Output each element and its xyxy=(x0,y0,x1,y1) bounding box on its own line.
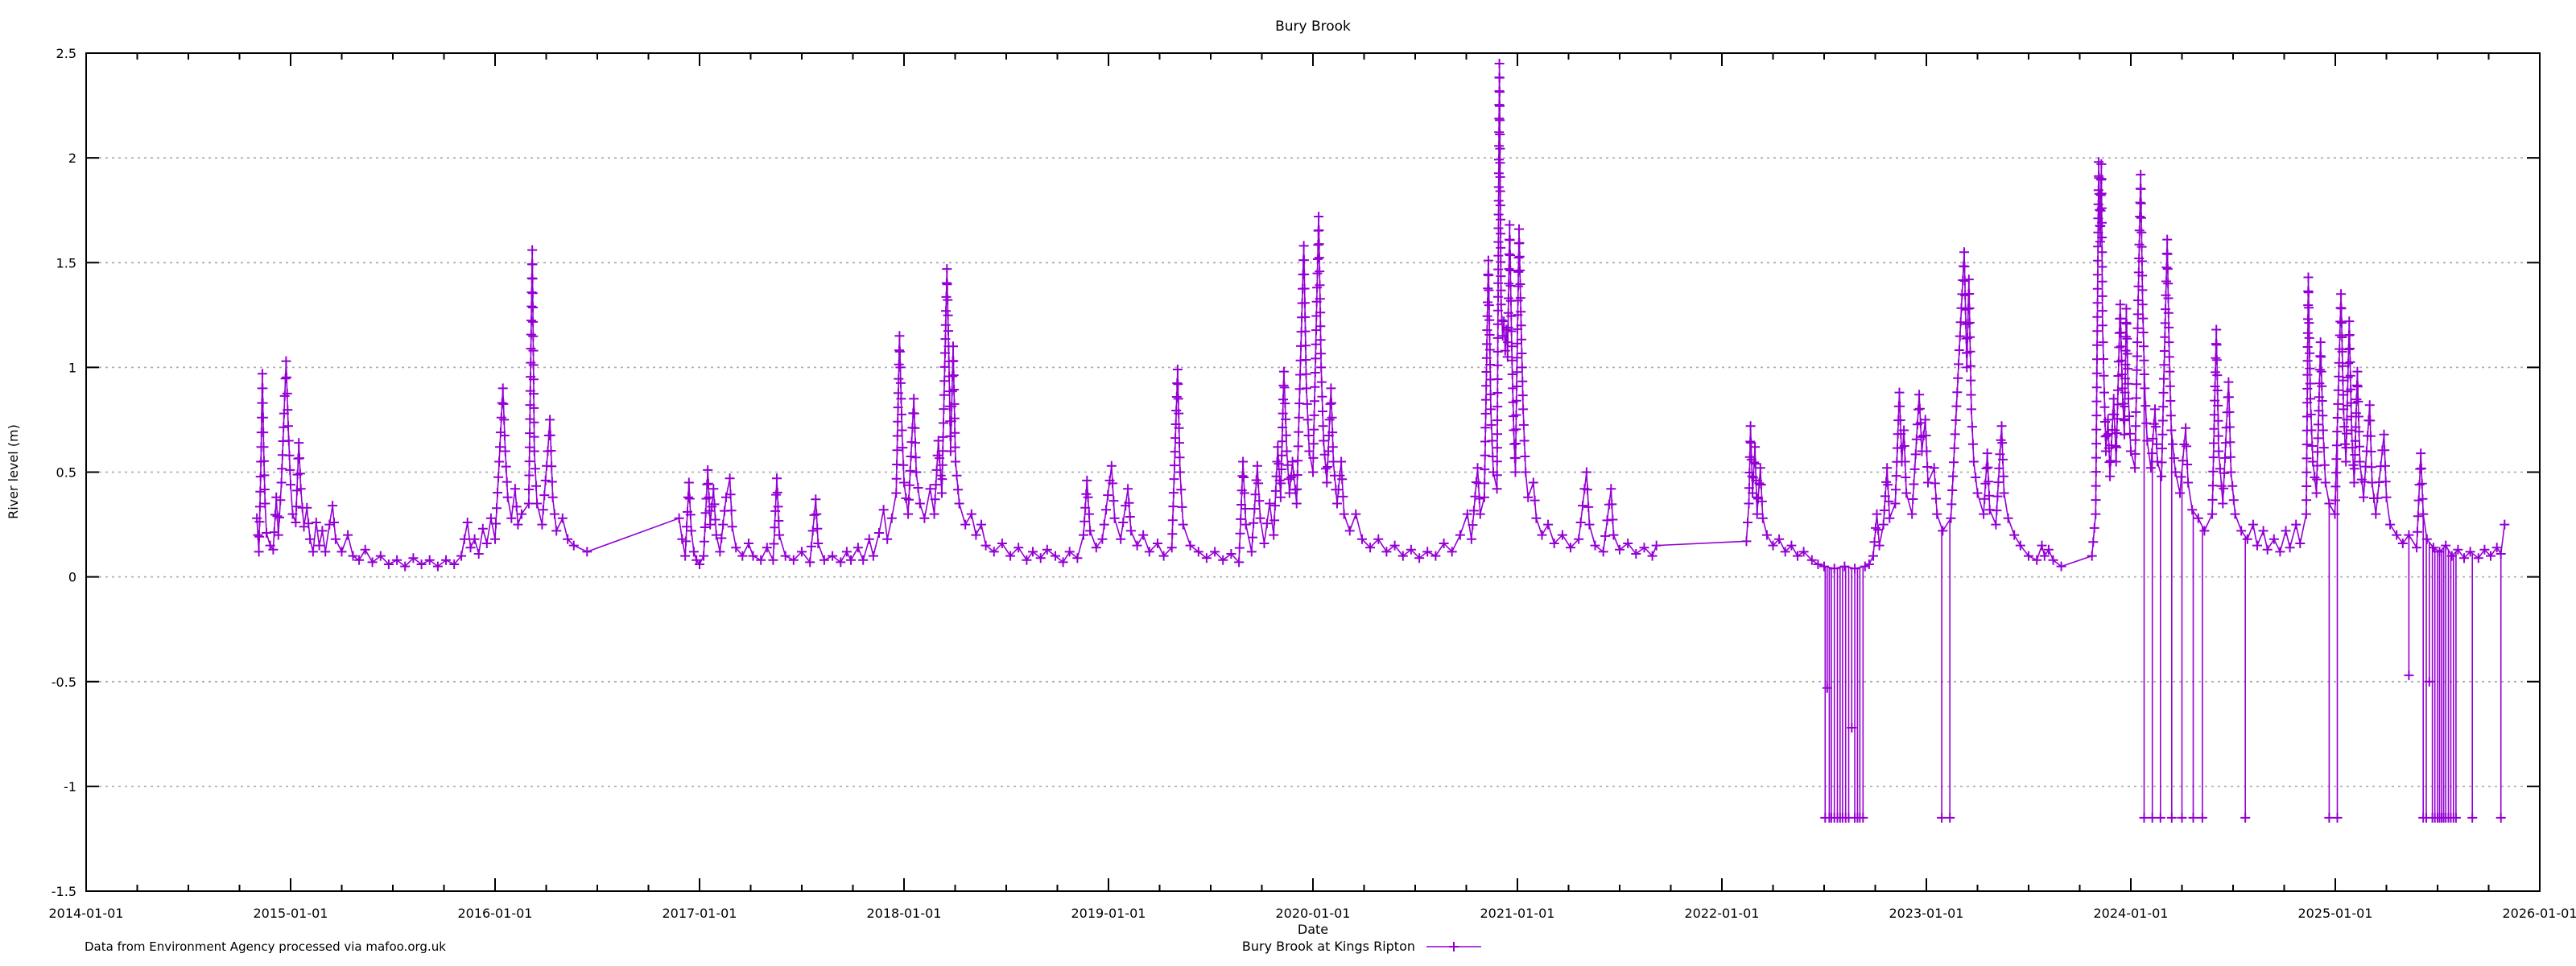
y-tick-label: 0.5 xyxy=(56,465,76,481)
data-series xyxy=(252,59,2510,574)
axis-ticks xyxy=(85,52,2541,892)
x-tick-label: 2020-01-01 xyxy=(1276,906,1351,921)
x-tick-label: 2019-01-01 xyxy=(1071,906,1146,921)
x-tick-label: 2025-01-01 xyxy=(2298,906,2373,921)
x-tick-label: 2024-01-01 xyxy=(2094,906,2169,921)
x-tick-label: 2021-01-01 xyxy=(1480,906,1555,921)
x-tick-label: 2022-01-01 xyxy=(1685,906,1760,921)
y-tick-label: -1.5 xyxy=(52,884,76,899)
y-tick-label: 2.5 xyxy=(56,46,76,61)
sensor-dropout-lines xyxy=(1820,363,2506,823)
x-tick-label: 2023-01-01 xyxy=(1889,906,1964,921)
x-tick-label: 2015-01-01 xyxy=(254,906,328,921)
series-line xyxy=(256,63,2506,570)
y-tick-labels: -1.5 -1 -0.5 0 0.5 1 1.5 2 2.5 xyxy=(52,46,76,899)
x-tick-label: 2014-01-01 xyxy=(49,906,124,921)
y-tick-label: -1 xyxy=(64,779,76,795)
x-axis-label: Date xyxy=(1298,922,1328,937)
x-tick-labels: 2014-01-01 2015-01-01 2016-01-01 2017-01-01… xyxy=(49,906,2576,921)
series-plus-markers xyxy=(252,59,2510,574)
y-tick-label: 0 xyxy=(68,570,76,585)
y-axis-label: River level (m) xyxy=(6,424,21,519)
y-tick-label: -0.5 xyxy=(52,675,76,690)
x-tick-label: 2026-01-01 xyxy=(2503,906,2576,921)
footer-credit: Data from Environment Agency processed v… xyxy=(85,939,446,954)
y-tick-label: 1.5 xyxy=(56,255,76,270)
y-tick-label: 2 xyxy=(68,151,76,166)
x-tick-label: 2016-01-01 xyxy=(458,906,533,921)
chart-title: Bury Brook xyxy=(1275,19,1351,35)
x-tick-label: 2017-01-01 xyxy=(663,906,737,921)
dropout-plus-markers xyxy=(1820,670,2506,823)
dropout-lines xyxy=(1824,363,2502,818)
axes-and-ticks xyxy=(85,52,2541,892)
y-tick-label: 1 xyxy=(68,360,76,375)
x-tick-label: 2018-01-01 xyxy=(867,906,942,921)
legend-plus-marker-icon xyxy=(1449,942,1459,952)
legend-label: Bury Brook at Kings Ripton xyxy=(1242,939,1415,954)
legend: Bury Brook at Kings Ripton xyxy=(1242,939,1481,954)
